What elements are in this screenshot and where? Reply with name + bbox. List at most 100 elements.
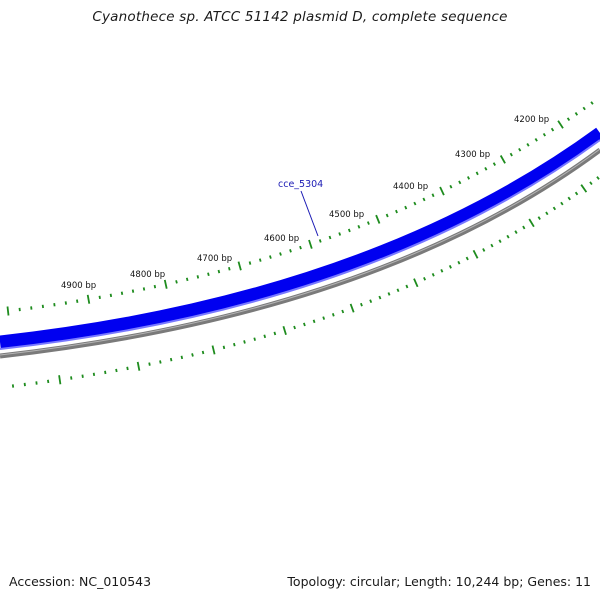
inner-minor-tick — [506, 234, 510, 239]
inner-minor-tick — [81, 374, 84, 378]
forward-strand-track — [0, 127, 600, 349]
outer-minor-tick — [466, 176, 471, 180]
inner-minor-tick — [457, 260, 461, 265]
inner-minor-tick — [396, 288, 400, 293]
inner-minor-tick — [159, 360, 162, 364]
outer-minor-tick — [269, 255, 272, 259]
inner-major-tick — [58, 375, 62, 385]
outer-minor-tick — [76, 299, 79, 303]
outer-minor-tick — [422, 197, 426, 202]
inner-minor-tick — [273, 331, 277, 336]
inner-minor-tick — [589, 181, 593, 186]
inner-major-tick — [282, 325, 287, 336]
inner-minor-tick — [560, 201, 564, 206]
outer-minor-tick — [258, 258, 262, 262]
outer-minor-tick — [228, 266, 231, 271]
tick-label-4800: 4800 bp — [130, 270, 165, 280]
inner-minor-tick — [537, 216, 541, 220]
inner-minor-tick — [545, 211, 549, 216]
inner-minor-tick — [169, 357, 173, 362]
gene-label-leader — [300, 190, 319, 237]
topology-summary-text: Topology: circular; Length: 10,244 bp; G… — [287, 574, 591, 589]
inner-major-tick — [211, 345, 216, 355]
inner-minor-tick — [253, 337, 256, 341]
inner-minor-tick — [115, 368, 118, 373]
tick-label-4400: 4400 bp — [393, 182, 428, 192]
inner-minor-tick — [222, 345, 226, 350]
outer-minor-tick — [534, 138, 538, 142]
outer-minor-tick — [98, 295, 101, 300]
inner-minor-tick — [180, 355, 184, 360]
tick-label-group: 4200 bp 4300 bp 4400 bp 4500 bp 4600 bp 4700 … — [61, 115, 549, 291]
inner-minor-tick — [126, 366, 129, 371]
outer-minor-tick — [299, 245, 302, 250]
outer-minor-tick — [413, 201, 417, 206]
map-title: Cyanothece sp. ATCC 51142 plasmid D, com… — [92, 9, 508, 25]
outer-major-tick — [499, 155, 506, 164]
reverse-strand-highlight — [0, 148, 600, 356]
outer-tick-ring — [6, 101, 594, 316]
inner-minor-tick — [431, 273, 435, 277]
inner-minor-tick — [360, 302, 363, 307]
outer-minor-tick — [542, 132, 546, 137]
outer-minor-tick — [526, 143, 530, 147]
inner-minor-tick — [243, 340, 246, 344]
outer-minor-tick — [248, 261, 252, 265]
inner-minor-tick — [387, 292, 391, 296]
outer-minor-tick — [109, 293, 113, 298]
inner-minor-tick — [322, 316, 326, 320]
inner-minor-tick — [405, 284, 409, 289]
outer-minor-tick — [475, 171, 479, 176]
outer-minor-tick — [207, 272, 210, 277]
outer-major-tick — [439, 186, 445, 196]
outer-minor-tick — [484, 166, 488, 171]
inner-major-tick — [136, 361, 141, 371]
outer-minor-tick — [574, 112, 579, 116]
outer-minor-tick — [185, 277, 189, 282]
outer-minor-tick — [492, 162, 496, 166]
outer-minor-tick — [431, 193, 435, 198]
outer-minor-tick — [404, 205, 408, 210]
inner-minor-tick — [596, 176, 600, 180]
inner-minor-tick — [92, 372, 96, 377]
outer-minor-tick — [175, 280, 178, 284]
inner-minor-tick — [369, 299, 373, 304]
inner-minor-tick — [552, 206, 557, 211]
tick-label-4500: 4500 bp — [329, 210, 364, 220]
gene-label-cce-5304[interactable]: cce_5304 — [278, 179, 323, 190]
inner-minor-tick — [574, 191, 579, 196]
outer-minor-tick — [217, 269, 221, 274]
accession-text: Accession: NC_010543 — [9, 574, 152, 589]
tick-label-4200: 4200 bp — [514, 115, 549, 125]
inner-major-tick — [472, 249, 479, 259]
outer-minor-tick — [318, 239, 322, 243]
inner-minor-tick — [312, 319, 316, 324]
outer-minor-tick — [550, 127, 555, 132]
inner-minor-tick — [263, 334, 267, 339]
inner-minor-tick — [201, 350, 205, 355]
outer-minor-tick — [347, 228, 351, 233]
inner-major-tick — [528, 218, 535, 228]
outer-minor-tick — [142, 287, 146, 291]
outer-minor-tick — [458, 180, 462, 185]
outer-minor-tick — [120, 291, 124, 295]
inner-minor-tick — [514, 230, 518, 234]
outer-major-tick — [6, 306, 10, 316]
inner-minor-tick — [465, 256, 469, 261]
inner-minor-tick — [448, 265, 452, 269]
inner-minor-tick — [303, 322, 306, 327]
inner-major-tick — [580, 184, 588, 193]
outer-minor-tick — [153, 284, 157, 289]
inner-minor-tick — [440, 269, 444, 273]
tick-label-4600: 4600 bp — [264, 234, 299, 244]
outer-minor-tick — [196, 275, 200, 279]
inner-tick-ring — [11, 176, 600, 388]
outer-minor-tick — [338, 232, 342, 236]
tick-label-4900: 4900 bp — [61, 281, 96, 291]
outer-minor-tick — [328, 235, 332, 240]
inner-minor-tick — [490, 243, 494, 248]
outer-major-tick — [163, 279, 168, 289]
inner-minor-tick — [522, 225, 526, 230]
tick-label-4300: 4300 bp — [455, 150, 490, 160]
inner-minor-tick — [191, 353, 194, 357]
